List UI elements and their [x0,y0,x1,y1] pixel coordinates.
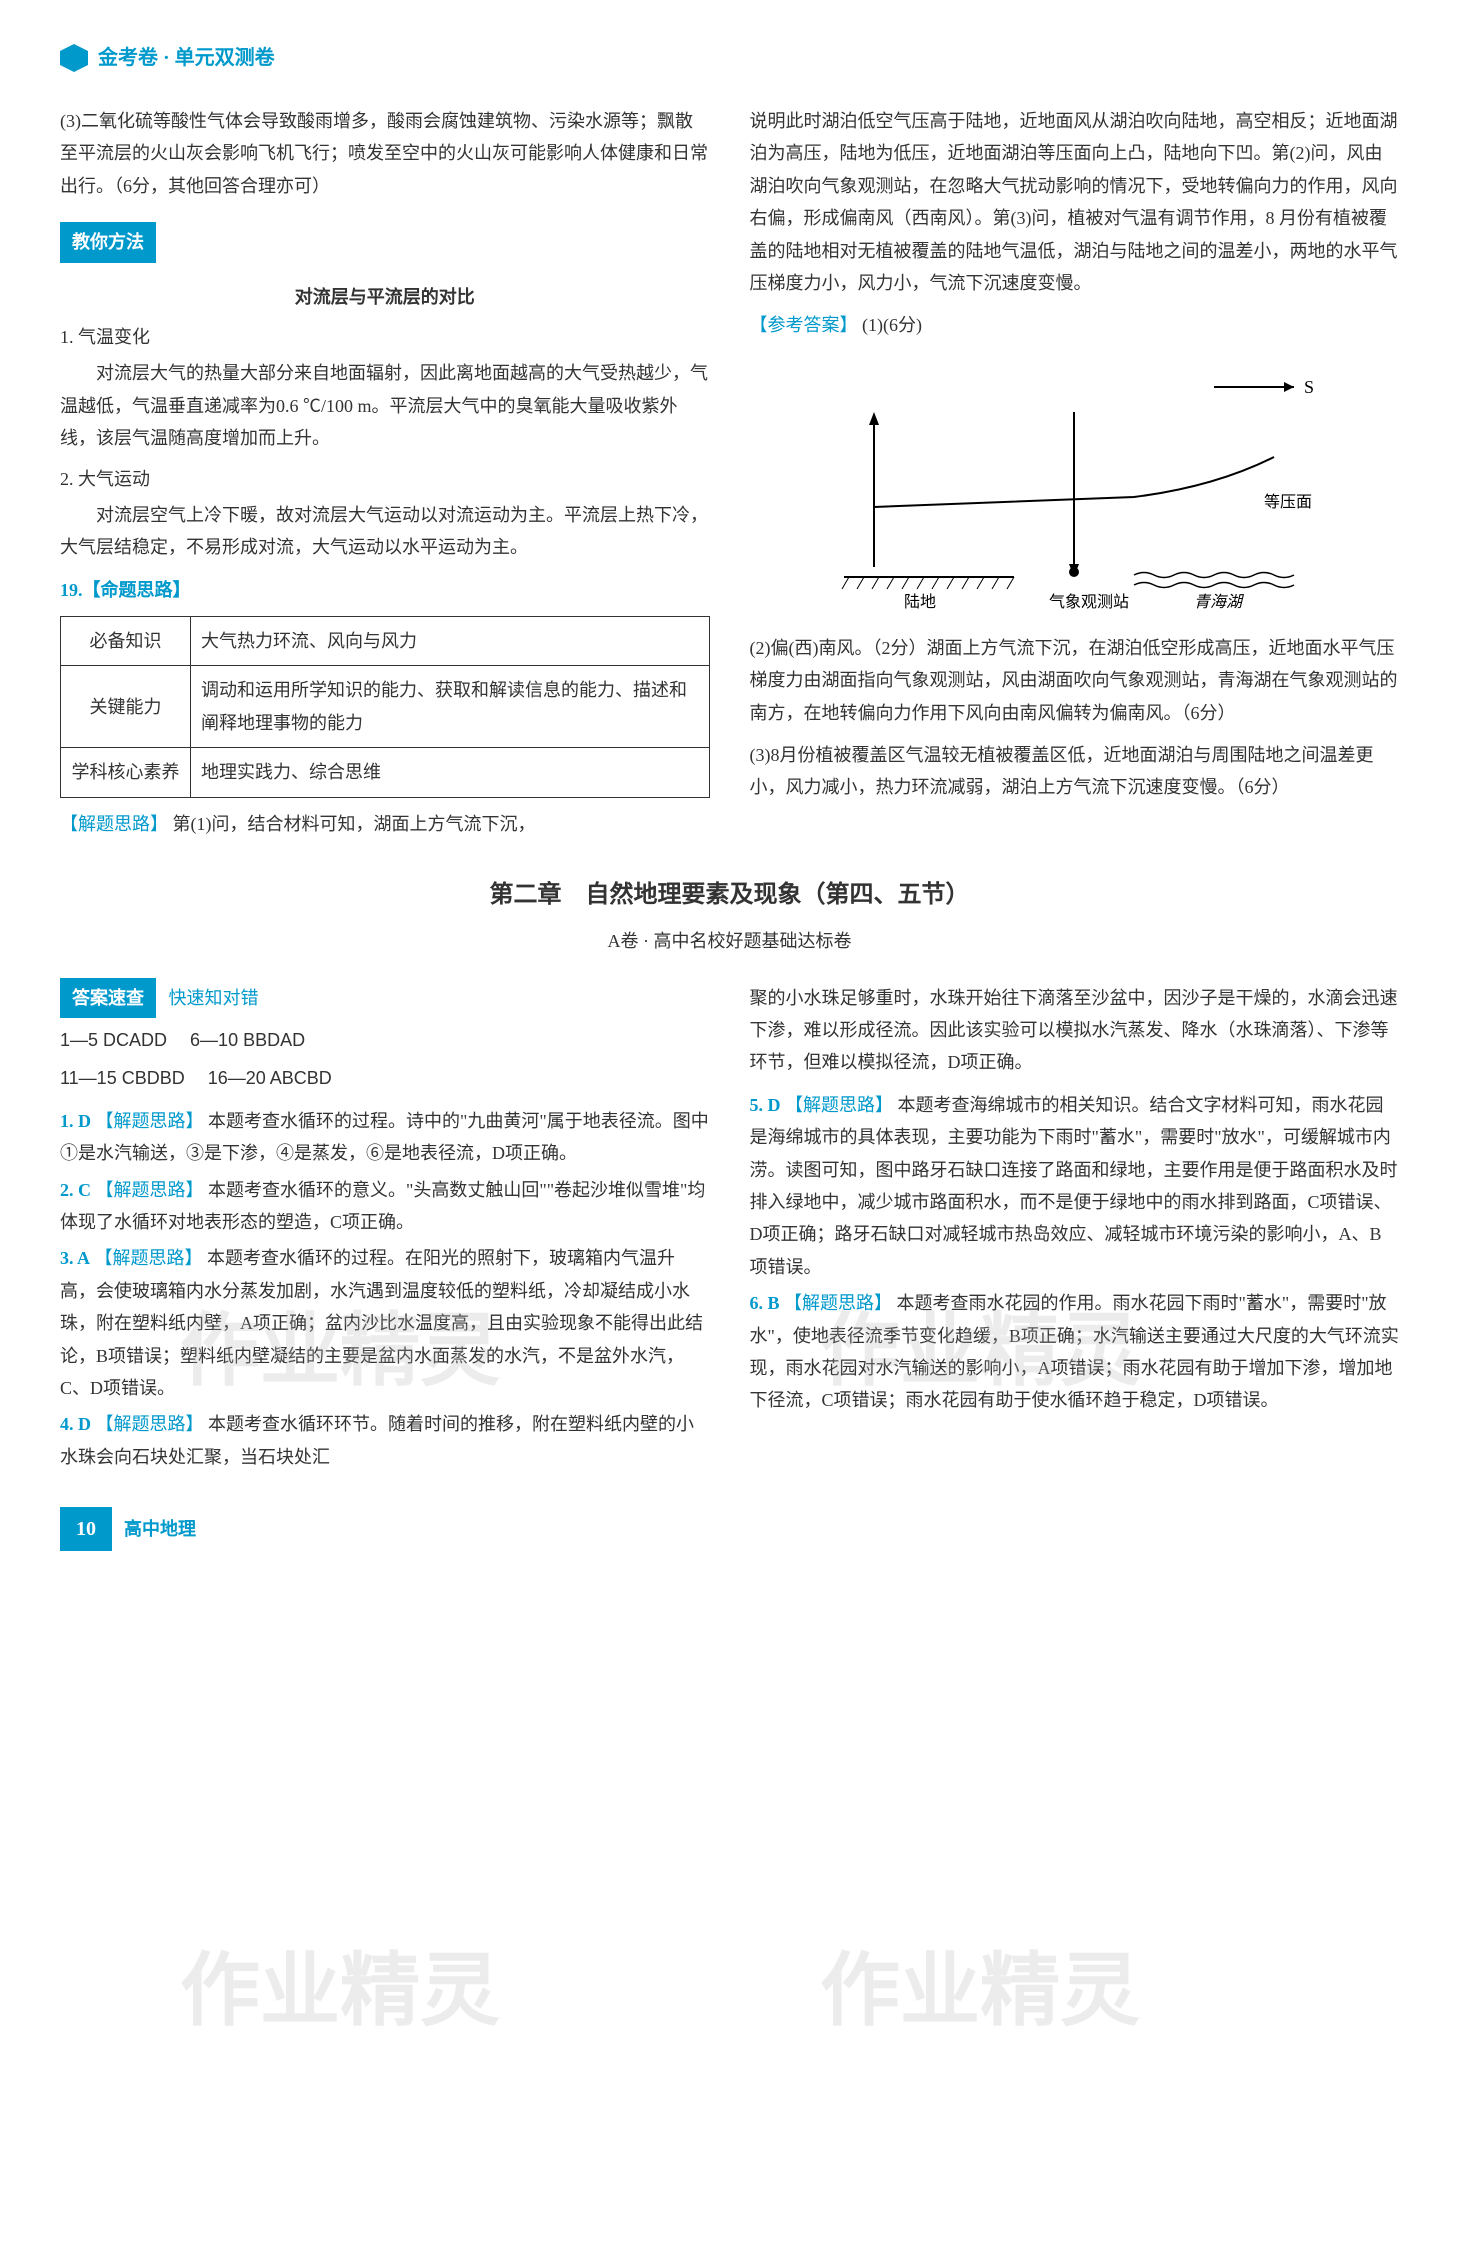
q6-solution: 6. B 【解题思路】 本题考查雨水花园的作用。雨水花园下雨时"蓄水"，需要时"… [750,1287,1400,1417]
table-cell: 必备知识 [61,617,191,666]
method-sub1-text: 对流层大气的热量大部分来自地面辐射，因此离地面越高的大气受热越少，气温越低，气温… [60,357,710,454]
method-sub2-text: 对流层空气上冷下暖，故对流层大气运动以对流运动为主。平流层上热下冷，大气层结稳定… [60,499,710,564]
q3-solution: 3. A 【解题思路】 本题考查水循环的过程。在阳光的照射下，玻璃箱内气温升高，… [60,1242,710,1404]
logo-hexagon-icon [60,44,88,72]
diagram-land-label: 陆地 [904,593,936,611]
water-waves [1134,572,1294,587]
diagram-s-label: S [1304,377,1314,397]
lower-left-column: 答案速查 快速知对错 1—5 DCADD 6—10 BBDAD 11—15 CB… [60,978,710,1477]
q1-solution: 1. D 【解题思路】 本题考查水循环的过程。诗中的"九曲黄河"属于地表径流。图… [60,1105,710,1170]
method-title: 对流层与平流层的对比 [60,281,710,313]
q5-num: 5. D [750,1095,781,1115]
solution-p1: 第(1)问，结合材料可知，湖面上方气流下沉， [173,814,536,834]
table-cell: 学科核心素养 [61,748,191,797]
chapter-subtitle: A卷 · 高中名校好题基础达标卷 [60,925,1399,957]
ref-answer-2: (2)偏(西)南风。（2分）湖面上方气流下沉，在湖泊低空形成高压，近地面水平气压… [750,632,1400,729]
table-cell: 大气热力环流、风向与风力 [191,617,710,666]
answer-line-2: 11—15 CBDBD 16—20 ABCBD [60,1062,710,1094]
upper-left-column: (3)二氧化硫等酸性气体会导致酸雨增多，酸雨会腐蚀建筑物、污染水源等；飘散至平流… [60,101,710,844]
answer-line-1: 1—5 DCADD 6—10 BBDAD [60,1024,710,1056]
method-sub1: 1. 气温变化 [60,321,710,353]
watermark: 作业精灵 [820,1920,1140,2064]
method-badge: 教你方法 [60,222,156,262]
q3-text: 本题考查水循环的过程。在阳光的照射下，玻璃箱内气温升高，会使玻璃箱内水分蒸发加剧… [60,1248,703,1398]
answer-badge: 答案速查 [60,978,156,1018]
solution-label: 【解题思路】 [784,1293,892,1313]
diagram-lake-label: 青海湖 [1194,593,1245,611]
answer-3-text: (3)二氧化硫等酸性气体会导致酸雨增多，酸雨会腐蚀建筑物、污染水源等；飘散至平流… [60,105,710,202]
q2-num: 2. C [60,1180,91,1200]
q1-num: 1. D [60,1111,91,1131]
q19-solution-start: 【解题思路】 第(1)问，结合材料可知，湖面上方气流下沉， [60,808,710,840]
lower-right-column: 聚的小水珠足够重时，水珠开始往下滴落至沙盆中，因沙子是干燥的，水滴会迅速下渗，难… [750,978,1400,1477]
q19-label: 19.【命题思路】 [60,580,191,600]
table-cell: 关键能力 [61,666,191,748]
answer-hint: 快速知对错 [169,988,259,1008]
table-cell: 调动和运用所学知识的能力、获取和解读信息的能力、描述和阐释地理事物的能力 [191,666,710,748]
table-row: 必备知识 大气热力环流、风向与风力 [61,617,710,666]
footer-text: 高中地理 [124,1513,196,1545]
solution-label: 【解题思路】 [60,814,168,834]
upper-content: (3)二氧化硫等酸性气体会导致酸雨增多，酸雨会腐蚀建筑物、污染水源等；飘散至平流… [60,101,1399,844]
q2-solution: 2. C 【解题思路】 本题考查水循环的意义。"头高数丈触山回""卷起沙堆似雪堆… [60,1174,710,1239]
table-row: 关键能力 调动和运用所学知识的能力、获取和解读信息的能力、描述和阐释地理事物的能… [61,666,710,748]
lower-content: 答案速查 快速知对错 1—5 DCADD 6—10 BBDAD 11—15 CB… [60,978,1399,1477]
q19-table: 必备知识 大气热力环流、风向与风力 关键能力 调动和运用所学知识的能力、获取和解… [60,616,710,798]
page-number: 10 [60,1507,112,1551]
watermark: 作业精灵 [180,1920,500,2064]
ref-answer-label: 【参考答案】 [750,315,858,335]
answer-quick-check: 答案速查 快速知对错 [60,978,710,1018]
chapter-title: 第二章 自然地理要素及现象（第四、五节） [60,874,1399,917]
diagram-station-label: 气象观测站 [1049,593,1129,611]
page-footer: 10 高中地理 [60,1507,1399,1551]
q4-num: 4. D [60,1414,91,1434]
ref-answer-1: (1)(6分) [862,315,922,335]
q4-solution: 4. D 【解题思路】 本题考查水循环环节。随着时间的推移，附在塑料纸内壁的小水… [60,1408,710,1473]
diagram-isobaric-label: 等压面 [1264,493,1312,511]
table-cell: 地理实践力、综合思维 [191,748,710,797]
pressure-diagram: S 等压面 [834,357,1314,617]
solution-label: 【解题思路】 [96,1180,204,1200]
solution-continued: 说明此时湖泊低空气压高于陆地，近地面风从湖泊吹向陆地，高空相反；近地面湖泊为高压… [750,105,1400,299]
ref-answer-3: (3)8月份植被覆盖区气温较无植被覆盖区低，近地面湖泊与周围陆地之间温差更小，风… [750,739,1400,804]
page-header: 金考卷 · 单元双测卷 [60,40,1399,76]
solution-label: 【解题思路】 [96,1111,204,1131]
header-title: 金考卷 · 单元双测卷 [98,40,275,76]
q4-continued: 聚的小水珠足够重时，水珠开始往下滴落至沙盆中，因沙子是干燥的，水滴会迅速下渗，难… [750,982,1400,1079]
table-row: 学科核心素养 地理实践力、综合思维 [61,748,710,797]
q3-num: 3. A [60,1248,90,1268]
q5-text: 本题考查海绵城市的相关知识。结合文字材料可知，雨水花园是海绵城市的具体表现，主要… [750,1095,1398,1277]
upper-right-column: 说明此时湖泊低空气压高于陆地，近地面风从湖泊吹向陆地，高空相反；近地面湖泊为高压… [750,101,1400,844]
solution-label: 【解题思路】 [785,1095,893,1115]
solution-label: 【解题思路】 [95,1248,203,1268]
q6-num: 6. B [750,1293,780,1313]
method-sub2: 2. 大气运动 [60,463,710,495]
solution-label: 【解题思路】 [96,1414,204,1434]
reference-answer: 【参考答案】 (1)(6分) [750,309,1400,341]
land-hatching [842,577,1014,589]
q5-solution: 5. D 【解题思路】 本题考查海绵城市的相关知识。结合文字材料可知，雨水花园是… [750,1089,1400,1283]
